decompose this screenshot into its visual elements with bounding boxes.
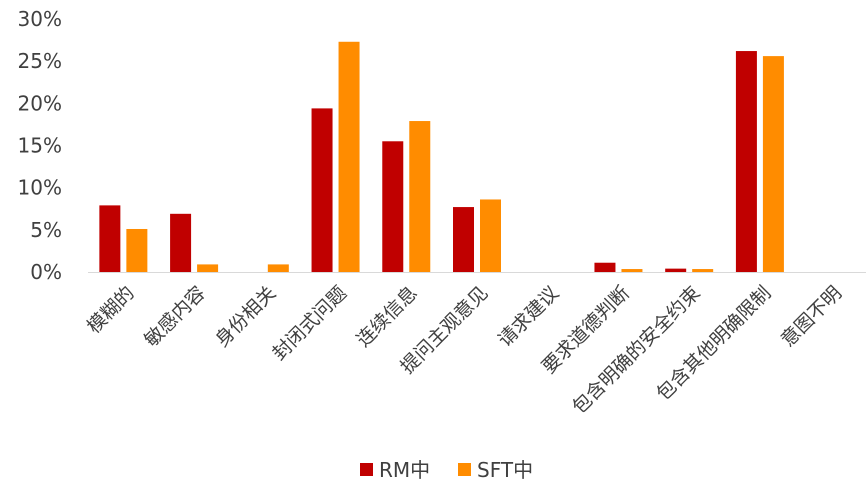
legend-label-rm: RM中 [379,458,430,482]
bar-sft [267,264,289,272]
x-tick-label: 请求建议 [494,282,563,351]
bar-sft [762,56,784,273]
y-tick-label: 5% [30,218,62,242]
x-tick-label: 封闭式问题 [268,282,351,365]
y-tick-label: 0% [30,260,62,284]
bars [99,41,784,273]
legend-swatch-sft [458,463,471,476]
bar-rm [735,51,757,273]
bar-rm [453,207,474,272]
bar-sft [126,228,148,272]
bar-rm [311,108,333,272]
x-tick-label: 包含明确的安全约束 [568,282,704,418]
y-tick-label: 20% [18,91,62,115]
x-tick-label: 身份相关 [211,282,280,351]
legend: RM中 SFT中 [360,458,533,482]
legend-label-sft: SFT中 [477,458,533,482]
x-tick-label: 模糊的 [83,282,139,338]
bar-rm [99,205,121,272]
y-tick-label: 10% [18,176,62,200]
y-tick-label: 30% [18,7,62,31]
y-tick-label: 15% [18,134,62,158]
bar-sft [197,264,219,272]
bar-rm [594,262,616,272]
bar-rm [382,141,404,272]
x-tick-label: 意图不明 [777,282,846,351]
bar-sft [692,269,714,272]
bar-rm [170,213,192,272]
bar-sft [338,41,360,272]
bar-sft [480,199,501,272]
bar-sft [409,121,431,272]
y-axis: 0% 5% 10% 15% 20% 25% 30% [18,7,62,284]
x-tick-label: 敏感内容 [140,282,209,351]
legend-swatch-rm [360,463,373,476]
bar-rm [665,268,687,272]
x-tick-label: 连续信息 [353,282,422,351]
y-tick-label: 25% [18,49,62,73]
bar-sft [621,269,643,272]
